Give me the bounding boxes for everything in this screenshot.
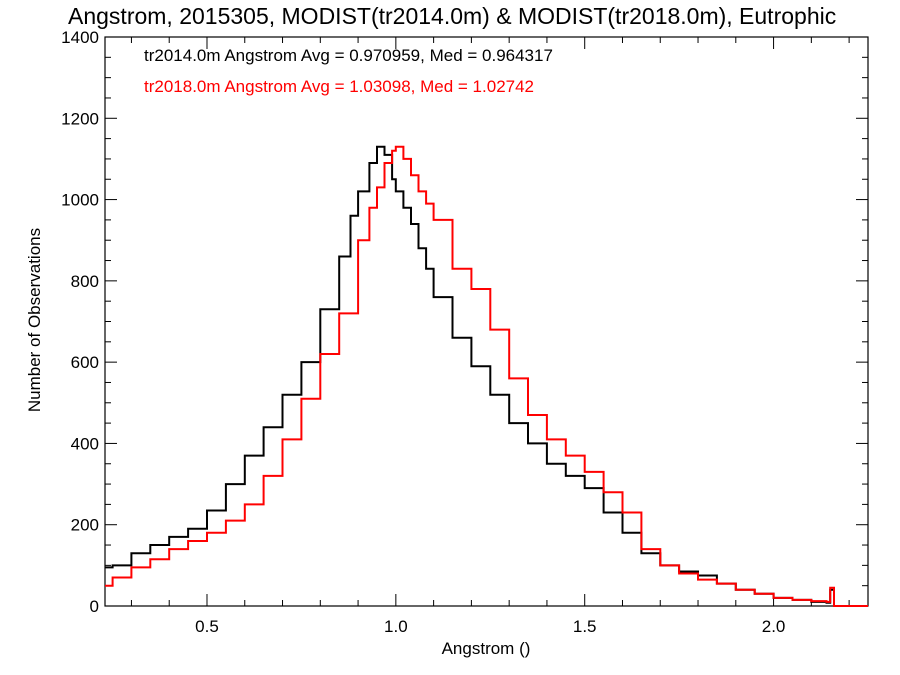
series-line-red bbox=[105, 145, 868, 607]
y-tick-label: 400 bbox=[71, 434, 99, 453]
y-tick-label: 800 bbox=[71, 272, 99, 291]
chart-title: Angstrom, 2015305, MODIST(tr2014.0m) & M… bbox=[68, 3, 836, 29]
x-tick-label: 1.0 bbox=[384, 617, 408, 636]
series-group bbox=[105, 145, 868, 607]
x-tick-label: 2.0 bbox=[762, 617, 786, 636]
x-axis-label: Angstrom () bbox=[442, 639, 531, 658]
y-tick-label: 600 bbox=[71, 353, 99, 372]
x-tick-label: 1.5 bbox=[573, 617, 597, 636]
annotation-black: tr2014.0m Angstrom Avg = 0.970959, Med =… bbox=[144, 46, 553, 65]
y-tick-label: 1400 bbox=[61, 28, 99, 47]
axis-ticks: 0.5 1.0 1.5 2.0 0 200 400 600 800 1000 1200 1400 bbox=[61, 28, 868, 636]
y-axis-label: Number of Observations bbox=[25, 228, 44, 412]
y-tick-label: 0 bbox=[90, 597, 99, 616]
y-tick-label: 200 bbox=[71, 516, 99, 535]
y-tick-label: 1000 bbox=[61, 191, 99, 210]
annotation-red: tr2018.0m Angstrom Avg = 1.03098, Med = … bbox=[144, 77, 534, 96]
x-tick-label: 0.5 bbox=[195, 617, 219, 636]
y-tick-label: 1200 bbox=[61, 109, 99, 128]
